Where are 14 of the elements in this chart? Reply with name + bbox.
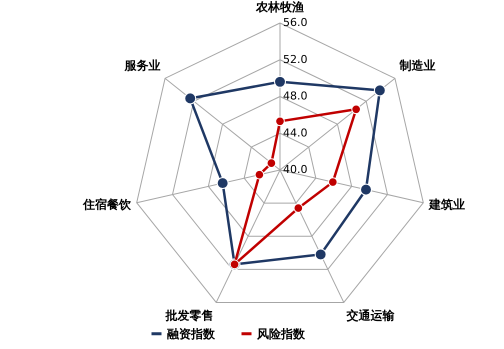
spoke-label: 农林牧渔 <box>255 0 304 14</box>
y-tick-label: 44.0 <box>283 126 308 140</box>
legend-label: 风险指数 <box>256 326 306 341</box>
spoke-label: 批发零售 <box>164 308 214 323</box>
y-tick-label: 40.0 <box>283 163 308 176</box>
legend-label: 融资指数 <box>167 326 216 341</box>
spoke-label: 住宿餐饮 <box>82 198 132 212</box>
y-tick-label: 56.0 <box>283 16 308 29</box>
y-tick-label: 52.0 <box>283 52 308 66</box>
spoke-label: 交通运输 <box>345 308 396 323</box>
spoke-label: 制造业 <box>398 58 436 73</box>
spoke-label: 建筑业 <box>428 198 466 212</box>
y-tick-label: 48.0 <box>283 90 308 102</box>
spoke-label: 服务业 <box>123 58 160 73</box>
